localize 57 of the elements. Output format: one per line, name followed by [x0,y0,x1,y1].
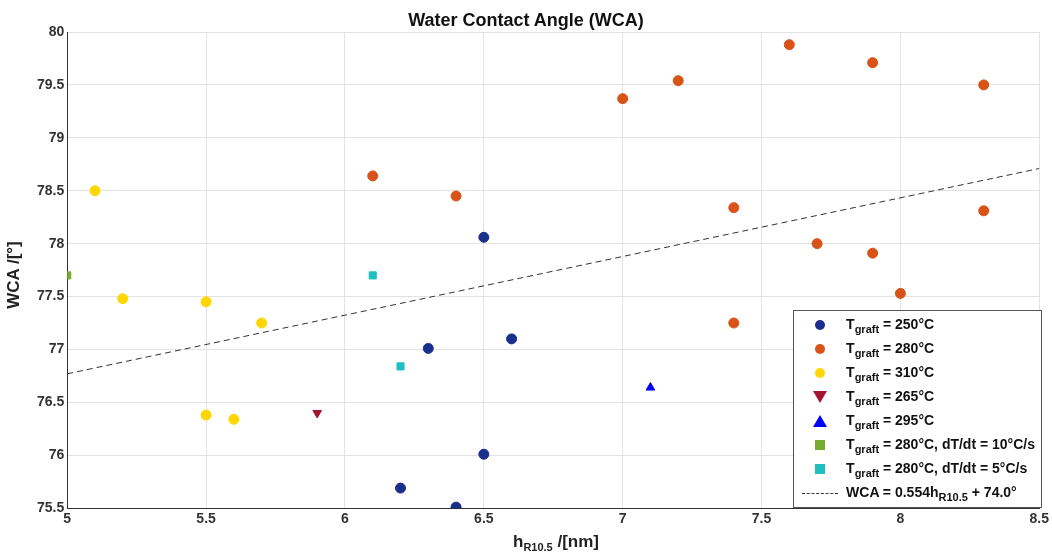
point [368,271,377,280]
x-tick-label: 7.5 [751,510,772,527]
legend-label: T$_{graft}$ = 280°C, dT/dt = 5°C/s [846,459,1028,479]
legend-label: T$_{graft}$ = 280°C [846,339,935,359]
point [783,39,795,51]
y-tick-label: 75.5 [37,499,65,516]
point [867,57,879,69]
point [422,342,434,354]
point [867,247,879,259]
point [89,185,101,197]
point [978,205,990,217]
y-tick-label: 79.5 [37,75,65,92]
point [450,190,462,202]
point [672,75,684,87]
x-tick-label: 5.5 [196,510,217,527]
point [367,170,379,182]
y-tick-label: 77.5 [37,287,65,304]
legend-label: T$_{graft}$ = 250°C [846,315,935,335]
point [396,362,405,371]
x-tick-label: 5 [63,510,72,527]
y-axis-title: WCA /[°] [4,241,24,309]
point [478,231,490,243]
point [117,293,129,305]
point [811,238,823,250]
point [617,93,629,105]
y-tick-label: 76 [48,446,65,463]
point [200,296,212,308]
y-tick-label: 77 [48,340,65,357]
point [645,382,656,391]
legend-label: T$_{graft}$ = 265°C [846,387,935,407]
point [506,333,518,345]
legend-label: T$_{graft}$ = 295°C [846,411,935,431]
y-tick-label: 80 [48,22,65,39]
x-tick-label: 6.5 [474,510,494,527]
legend-label: WCA = 0.554h$_{R10.5}$ + 74.0° [846,483,1017,503]
y-tick-label: 76.5 [37,393,65,410]
point [200,409,212,421]
x-axis-title: h$_{R10.5}$ /[nm] [512,532,600,554]
point [395,482,407,494]
point [728,202,740,214]
y-tick-label: 79 [48,128,65,145]
x-tick-label: 8.5 [1029,510,1050,527]
legend-label: T$_{graft}$ = 310°C [846,363,935,383]
point [312,409,323,419]
point [256,317,268,329]
y-tick-label: 78.5 [37,181,65,198]
y-tick-label: 78 [48,234,65,251]
legend-label: T$_{graft}$ = 280°C, dT/dt = 10°C/s [846,435,1035,455]
point [978,79,990,91]
x-tick-label: 8 [896,510,905,527]
point [894,287,906,299]
point [728,317,740,329]
x-tick-label: 7 [618,510,627,527]
point [228,413,240,425]
chart-title: Water Contact Angle (WCA) [408,10,644,30]
x-tick-label: 6 [341,510,350,527]
point [478,448,490,460]
